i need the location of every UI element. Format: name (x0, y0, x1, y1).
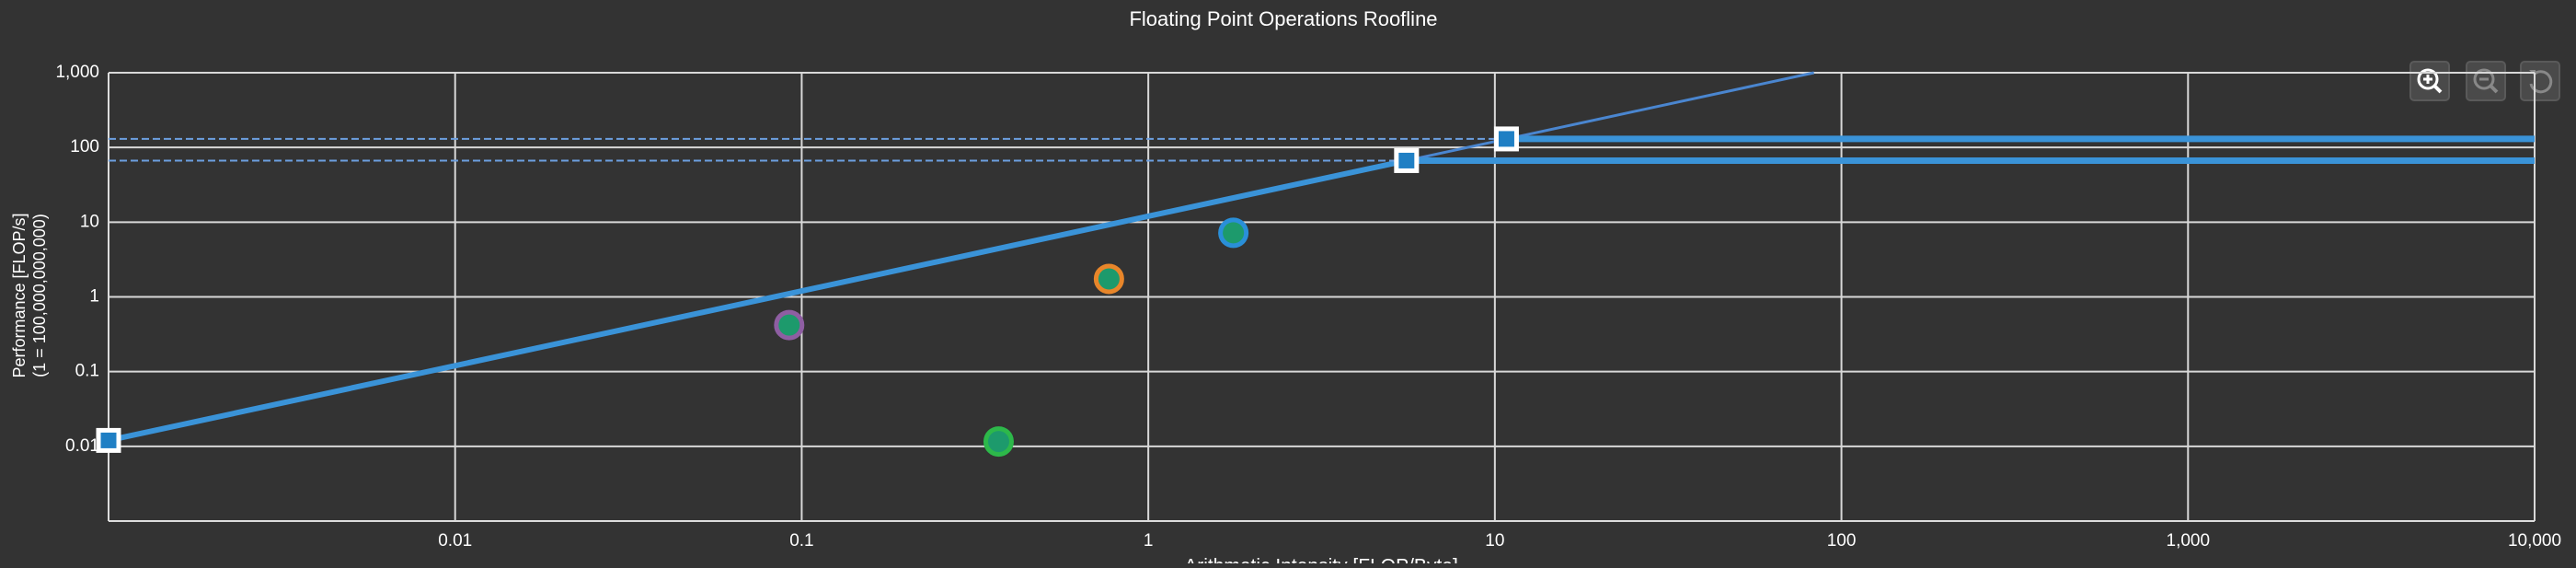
data-point (774, 309, 805, 341)
x-tick-label: 1 (1144, 531, 1154, 551)
roof-line (108, 157, 1408, 444)
zoom-out-button[interactable] (2466, 61, 2506, 101)
y-tick-label: 10 (80, 212, 99, 231)
data-point (1093, 263, 1124, 295)
x-tick-label: 10,000 (2508, 531, 2561, 551)
chart-title: Floating Point Operations Roofline (1129, 7, 1437, 30)
y-axis-label: Performance [FLOP/s] (10, 213, 29, 377)
x-tick-label: 1,000 (2167, 531, 2211, 551)
y-tick-label: 100 (70, 137, 99, 156)
data-point (983, 426, 1014, 458)
zoom-in-button[interactable] (2409, 61, 2450, 101)
ridge-marker (96, 427, 121, 453)
x-axis-label: Arithmetic Intensity [FLOP/Byte] (1184, 556, 1458, 563)
x-tick-label: 10 (1485, 531, 1504, 551)
y-tick-label: 0.01 (65, 436, 99, 456)
data-point (1218, 217, 1249, 249)
ridge-marker (1493, 126, 1519, 152)
reset-button[interactable] (2520, 61, 2560, 101)
ridge-marker (1394, 147, 1420, 173)
y-axis-label: (1 = 100,000,000,000) (30, 214, 49, 377)
y-tick-label: 1,000 (55, 63, 99, 82)
y-tick-label: 0.1 (75, 362, 99, 381)
x-tick-label: 0.01 (438, 531, 472, 551)
y-tick-label: 1 (89, 287, 99, 307)
x-tick-label: 0.1 (789, 531, 813, 551)
x-tick-label: 100 (1827, 531, 1857, 551)
roof-line (1406, 71, 1814, 162)
